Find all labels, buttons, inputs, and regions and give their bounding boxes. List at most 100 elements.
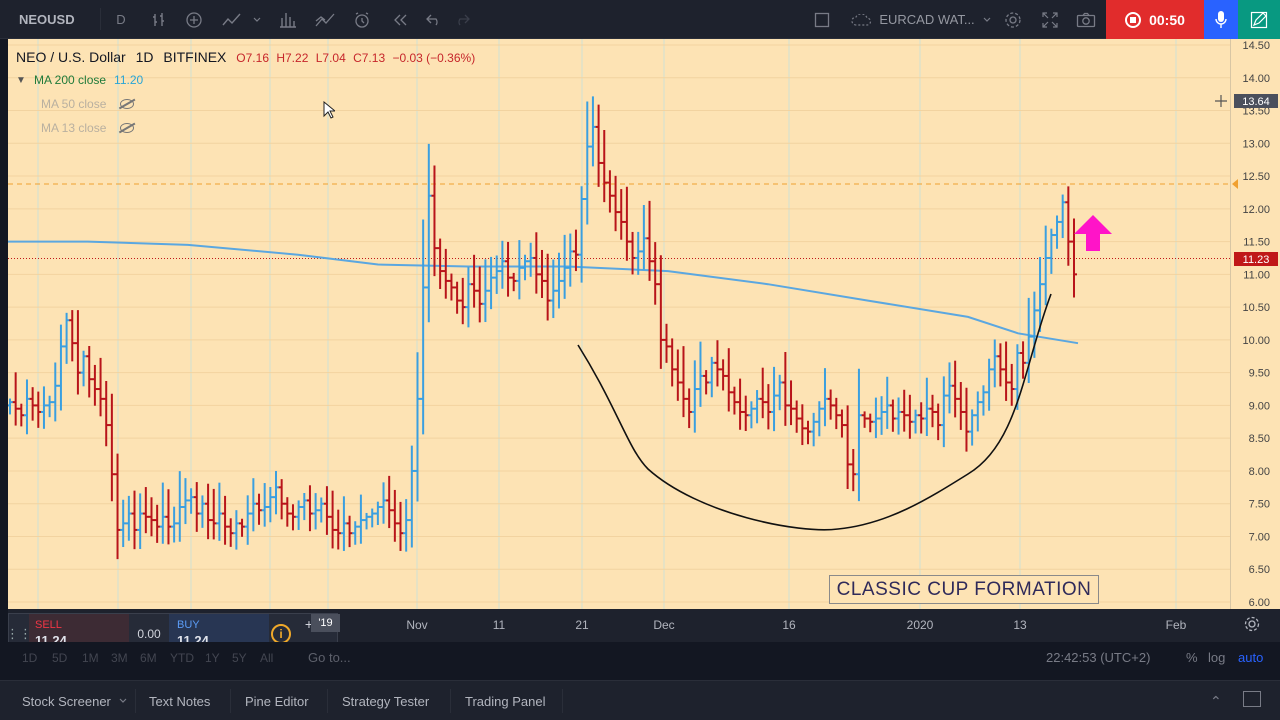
ohlc-bar[interactable]: [527, 242, 534, 277]
ohlc-bar[interactable]: [165, 489, 172, 545]
ohlc-bar[interactable]: [448, 273, 455, 301]
ohlc-bar[interactable]: [1020, 341, 1027, 379]
ohlc-bar[interactable]: [159, 482, 166, 544]
ohlc-bar[interactable]: [216, 482, 223, 541]
redo-icon[interactable]: [448, 0, 476, 39]
ohlc-bar[interactable]: [465, 267, 472, 328]
ohlc-bar[interactable]: [408, 445, 415, 548]
cup-drawing[interactable]: [577, 293, 1052, 531]
ohlc-bar[interactable]: [793, 400, 800, 433]
ohlc-bar[interactable]: [533, 232, 540, 294]
interval-button[interactable]: D: [116, 12, 126, 27]
ohlc-bar[interactable]: [267, 487, 274, 523]
ohlc-bar[interactable]: [980, 385, 987, 416]
ohlc-bar[interactable]: [323, 486, 330, 535]
ohlc-bar[interactable]: [686, 388, 693, 429]
goto-date-button[interactable]: Go to...: [308, 650, 351, 665]
ohlc-bar[interactable]: [284, 497, 291, 527]
camera-icon[interactable]: [1072, 0, 1100, 39]
alert-icon[interactable]: [348, 0, 376, 39]
ohlc-bar[interactable]: [1003, 341, 1010, 401]
ohlc-bar[interactable]: [222, 495, 229, 545]
ohlc-bar[interactable]: [595, 104, 602, 187]
symbol-search-button[interactable]: NEOUSD: [19, 12, 75, 27]
ohlc-bar[interactable]: [957, 381, 964, 430]
percent-scale-button[interactable]: %: [1186, 650, 1198, 665]
ohlc-bar[interactable]: [833, 397, 840, 430]
ohlc-bar[interactable]: [918, 402, 925, 434]
ohlc-bar[interactable]: [742, 395, 749, 432]
ohlc-bar[interactable]: [35, 391, 42, 428]
ohlc-bar[interactable]: [74, 310, 81, 395]
ohlc-bar[interactable]: [29, 387, 36, 421]
undo-icon[interactable]: [420, 0, 448, 39]
ohlc-bar[interactable]: [816, 401, 823, 437]
ohlc-bar[interactable]: [425, 143, 432, 323]
ohlc-bar[interactable]: [652, 242, 659, 305]
ohlc-bar[interactable]: [929, 394, 936, 428]
ohlc-bar[interactable]: [233, 510, 240, 550]
ohlc-bar[interactable]: [810, 412, 817, 447]
ohlc-bar[interactable]: [1037, 257, 1044, 332]
ohlc-bar[interactable]: [120, 499, 127, 548]
ohlc-bar[interactable]: [227, 518, 234, 547]
ohlc-bar[interactable]: [561, 234, 568, 299]
ohlc-bar[interactable]: [850, 448, 857, 492]
cup-formation-label[interactable]: CLASSIC CUP FORMATION: [829, 575, 1099, 604]
range-3m[interactable]: 3M: [111, 651, 128, 665]
fullscreen-icon[interactable]: [1037, 0, 1063, 39]
ohlc-bar[interactable]: [493, 255, 500, 294]
ohlc-bar[interactable]: [555, 252, 562, 309]
ohlc-bar[interactable]: [799, 404, 806, 446]
ohlc-bar[interactable]: [1071, 218, 1077, 298]
ohlc-bar[interactable]: [663, 323, 670, 363]
ohlc-bar[interactable]: [261, 483, 268, 527]
ohlc-bar[interactable]: [1048, 228, 1055, 274]
ohlc-bar[interactable]: [244, 495, 251, 545]
ohlc-bar[interactable]: [114, 453, 121, 560]
price-axis[interactable]: [1230, 39, 1280, 609]
eye-hidden-icon[interactable]: [120, 123, 135, 133]
ma200-line[interactable]: [8, 240, 1079, 345]
range-1m[interactable]: 1M: [82, 651, 99, 665]
ohlc-bar[interactable]: [997, 343, 1004, 387]
tab-text-notes[interactable]: Text Notes: [149, 693, 211, 709]
ohlc-bar[interactable]: [754, 390, 761, 424]
ohlc-bar[interactable]: [946, 362, 953, 414]
ohlc-bar[interactable]: [635, 231, 642, 275]
up-arrow-drawing[interactable]: [1074, 215, 1112, 251]
ohlc-bar[interactable]: [86, 346, 93, 398]
ohlc-bar[interactable]: [805, 420, 811, 445]
ohlc-bar[interactable]: [516, 240, 523, 300]
ohlc-bar[interactable]: [963, 387, 970, 452]
ohlc-bar[interactable]: [759, 367, 766, 419]
ohlc-bar[interactable]: [414, 352, 421, 502]
ohlc-bar[interactable]: [329, 490, 336, 549]
ohlc-bar[interactable]: [335, 509, 342, 550]
alert-marker-icon[interactable]: [1232, 179, 1238, 189]
ohlc-bar[interactable]: [912, 409, 919, 434]
ohlc-bar[interactable]: [171, 506, 178, 543]
ohlc-bar[interactable]: [471, 254, 478, 308]
ohlc-bar[interactable]: [505, 241, 512, 297]
ohlc-bar[interactable]: [420, 219, 427, 435]
ohlc-bar[interactable]: [318, 497, 325, 523]
log-scale-button[interactable]: log: [1208, 650, 1226, 665]
ohlc-bar[interactable]: [250, 478, 257, 532]
range-5d[interactable]: 5D: [52, 651, 68, 665]
ohlc-bar[interactable]: [8, 398, 13, 415]
ohlc-bar[interactable]: [827, 389, 834, 420]
ohlc-bar[interactable]: [884, 376, 891, 429]
range-ytd[interactable]: YTD: [170, 651, 194, 665]
ohlc-bar[interactable]: [776, 374, 783, 411]
indicator-ma50[interactable]: MA 50 close: [41, 97, 135, 111]
ohlc-bar[interactable]: [1065, 186, 1072, 266]
gear-icon[interactable]: [1000, 0, 1026, 39]
ohlc-bar[interactable]: [765, 384, 772, 430]
auto-scale-button[interactable]: auto: [1238, 650, 1264, 665]
ohlc-bar[interactable]: [482, 259, 489, 323]
ohlc-bar[interactable]: [142, 487, 149, 534]
ohlc-bar[interactable]: [205, 483, 212, 540]
ohlc-bar[interactable]: [476, 266, 483, 323]
ohlc-bar[interactable]: [731, 386, 738, 415]
